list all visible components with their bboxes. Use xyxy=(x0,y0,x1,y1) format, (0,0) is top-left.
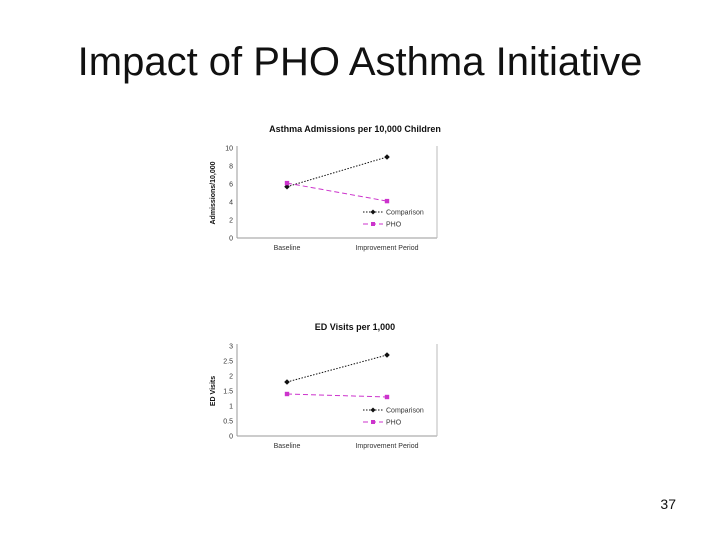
y-tick-label: 2.5 xyxy=(223,359,233,366)
data-point xyxy=(384,198,390,204)
y-tick-label: 4 xyxy=(229,200,233,207)
y-tick-label: 6 xyxy=(229,182,233,189)
series-line xyxy=(286,156,388,188)
y-tick-label: 10 xyxy=(225,146,233,153)
legend-label: Comparison xyxy=(386,408,424,415)
y-tick-label: 2 xyxy=(229,218,233,225)
data-point xyxy=(384,352,390,358)
legend-marker xyxy=(371,222,375,226)
legend-marker xyxy=(370,209,376,215)
legend-label: PHO xyxy=(386,420,402,427)
y-tick-label: 0.5 xyxy=(223,419,233,426)
y-tick-label: 8 xyxy=(229,164,233,171)
y-tick-label: 0 xyxy=(229,236,233,243)
series-line xyxy=(286,393,388,398)
data-point xyxy=(384,394,390,400)
x-tick-label: Baseline xyxy=(274,443,301,450)
y-tick-label: 3 xyxy=(229,344,233,351)
y-tick-label: 0 xyxy=(229,434,233,441)
series-line xyxy=(286,182,388,202)
legend-label: Comparison xyxy=(386,210,424,217)
data-point xyxy=(284,180,290,186)
y-tick-label: 1.5 xyxy=(223,389,233,396)
data-point xyxy=(384,154,390,160)
x-tick-label: Baseline xyxy=(274,245,301,252)
series-line xyxy=(286,354,388,383)
slide-title: Impact of PHO Asthma Initiative xyxy=(77,40,643,84)
x-tick-label: Improvement Period xyxy=(355,443,418,450)
legend-marker xyxy=(371,420,375,424)
legend-marker xyxy=(370,407,376,413)
y-axis-label: ED Visits xyxy=(210,376,217,406)
ed-visits-chart: ED Visits per 1,000 ED Visits 0 0.5 1 1.5 2 2.5… xyxy=(210,322,438,450)
chart-title: Asthma Admissions per 10,000 Children xyxy=(269,124,441,134)
data-point xyxy=(284,391,290,397)
chart-title: ED Visits per 1,000 xyxy=(315,322,395,332)
y-tick-label: 2 xyxy=(229,374,233,381)
legend-label: PHO xyxy=(386,222,402,229)
data-point xyxy=(284,379,290,385)
admissions-chart: Asthma Admissions per 10,000 Children Adm… xyxy=(210,124,441,252)
x-tick-label: Improvement Period xyxy=(355,245,418,252)
y-axis-label: Admissions/10,000 xyxy=(210,161,217,224)
page-number: 37 xyxy=(660,496,676,512)
y-tick-label: 1 xyxy=(229,404,233,411)
